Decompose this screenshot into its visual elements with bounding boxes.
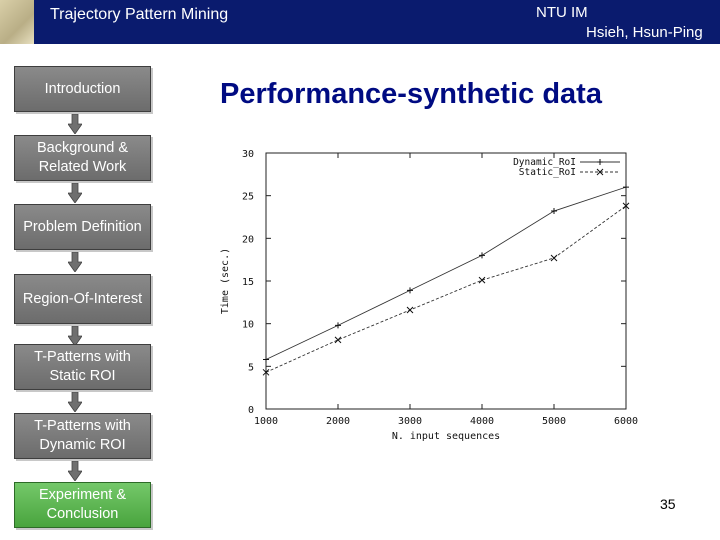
y-tick-label: 20: [242, 234, 254, 245]
y-tick-label: 25: [242, 192, 254, 203]
legend-label: Static_RoI: [519, 167, 576, 178]
nav-item-3[interactable]: Problem Definition: [14, 204, 151, 250]
slide-title: Performance-synthetic data: [220, 78, 602, 110]
y-tick-label: 15: [242, 277, 254, 288]
course-title: Trajectory Pattern Mining: [50, 6, 229, 23]
performance-chart: 0 5 10 15 20 25 30 1000 2000 3000 4000 5000 6000 N. i…: [210, 140, 650, 455]
down-arrow-icon: [68, 326, 82, 346]
down-arrow-icon: [68, 114, 82, 134]
nav-item-label: T-Patterns with Static ROI: [34, 349, 131, 384]
down-arrow-icon: [68, 392, 82, 412]
data-point: [478, 276, 486, 284]
x-tick-label: 3000: [398, 416, 422, 427]
nav-item-label: Background & Related Work: [36, 140, 129, 175]
data-point: [622, 202, 630, 210]
nav-item-label: Problem Definition: [23, 218, 142, 235]
department-label: NTU IM: [536, 4, 588, 21]
nav-item-2[interactable]: Background & Related Work: [14, 135, 151, 181]
data-point: [479, 252, 485, 259]
x-axis-label: N. input sequences: [392, 431, 500, 442]
down-arrow-icon: [68, 461, 82, 481]
series-1: [262, 202, 630, 376]
nav-item-label: Introduction: [44, 80, 121, 97]
y-tick-label: 30: [242, 149, 254, 160]
data-point: [623, 184, 629, 191]
nav-item-4[interactable]: Region-Of-Interest: [14, 274, 151, 324]
nav-item-label: Experiment & Conclusion: [38, 487, 127, 522]
data-point: [551, 208, 557, 215]
x-tick-label: 1000: [254, 416, 278, 427]
data-point: [334, 336, 342, 344]
data-point: [407, 287, 413, 294]
y-axis-label: Time (sec.): [220, 248, 231, 314]
data-point: [406, 306, 414, 314]
plot-frame: [265, 152, 627, 410]
y-tick-label: 10: [242, 320, 254, 331]
nav-item-5[interactable]: T-Patterns with Static ROI: [14, 344, 151, 390]
chart-svg: 0 5 10 15 20 25 30 1000 2000 3000 4000 5000 6000 N. i…: [220, 149, 638, 442]
author-label: Hsieh, Hsun-Ping: [586, 24, 703, 41]
x-tick-label: 2000: [326, 416, 350, 427]
x-tick-label: 6000: [614, 416, 638, 427]
down-arrow-icon: [68, 252, 82, 272]
nav-item-label: Region-Of-Interest: [22, 290, 143, 307]
nav-item-label: T-Patterns with Dynamic ROI: [34, 418, 131, 453]
nav-item-7[interactable]: Experiment & Conclusion: [14, 482, 151, 528]
series-0: [263, 184, 629, 363]
series-line: [265, 205, 627, 373]
series-line: [265, 186, 627, 360]
data-point: [550, 254, 558, 262]
y-tick-label: 5: [248, 362, 254, 373]
y-tick-label: 0: [248, 405, 254, 416]
legend-label: Dynamic_RoI: [513, 157, 576, 168]
data-point: [335, 322, 341, 329]
data-point: [262, 368, 270, 376]
page-number: 35: [660, 496, 676, 512]
legend-marker: [597, 159, 603, 165]
data-point: [263, 356, 269, 363]
legend-marker: [596, 168, 604, 176]
x-tick-label: 4000: [470, 416, 494, 427]
header-bar: Trajectory Pattern Mining NTU IM Hsieh, …: [0, 0, 720, 44]
down-arrow-icon: [68, 183, 82, 203]
nav-item-6[interactable]: T-Patterns with Dynamic ROI: [14, 413, 151, 459]
header-decoration: [0, 0, 34, 44]
nav-item-1[interactable]: Introduction: [14, 66, 151, 112]
x-tick-label: 5000: [542, 416, 566, 427]
